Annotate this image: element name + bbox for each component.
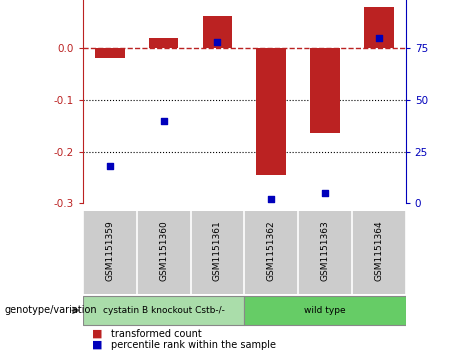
Point (106, 163, 113, 169)
Point (267, 196, 275, 202)
Text: ■: ■ (92, 340, 103, 350)
Text: genotype/variation: genotype/variation (5, 305, 97, 315)
Text: GSM1151363: GSM1151363 (320, 221, 330, 281)
Point (160, 118, 167, 123)
Bar (364, 7, 394, 48)
Text: GSM1151359: GSM1151359 (106, 221, 114, 281)
Bar (256, 48, 286, 175)
Bar (310, 48, 340, 134)
FancyBboxPatch shape (244, 295, 406, 325)
Point (214, 39, 221, 45)
Text: GSM1151364: GSM1151364 (374, 221, 383, 281)
Text: percentile rank within the sample: percentile rank within the sample (111, 340, 276, 350)
Bar (203, 16, 232, 48)
Text: GSM1151360: GSM1151360 (159, 221, 168, 281)
Text: wild type: wild type (304, 306, 346, 315)
Text: cystatin B knockout Cstb-/-: cystatin B knockout Cstb-/- (103, 306, 225, 315)
Bar (95, 48, 124, 58)
Text: transformed count: transformed count (111, 329, 201, 339)
FancyBboxPatch shape (83, 295, 244, 325)
Point (375, 35, 383, 41)
Point (321, 190, 329, 196)
Bar (149, 38, 178, 48)
Text: GSM1151361: GSM1151361 (213, 221, 222, 281)
Text: ■: ■ (92, 329, 103, 339)
Text: GSM1151362: GSM1151362 (267, 221, 276, 281)
